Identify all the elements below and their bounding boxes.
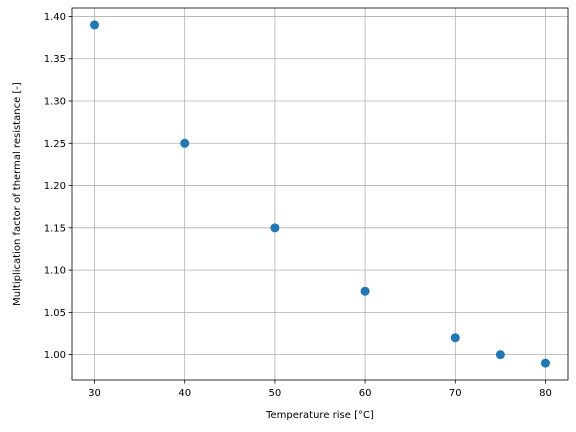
x-axis-label: Temperature rise [°C] <box>265 410 374 421</box>
data-points <box>90 20 550 368</box>
grid <box>72 8 568 380</box>
y-tick-label: 1.00 <box>44 350 66 361</box>
data-point <box>270 223 280 233</box>
plot-frame <box>71 7 569 381</box>
x-tick-label: 60 <box>359 388 372 399</box>
x-tick-label: 30 <box>88 388 101 399</box>
x-tick-label: 70 <box>449 388 462 399</box>
y-tick-label: 1.15 <box>44 223 66 234</box>
axis-ticks: 30 40 50 60 70 80 1.00 1.05 1.10 1.15 1.20 1.25 1.30… <box>44 12 552 399</box>
data-point <box>360 286 370 296</box>
data-point <box>180 138 190 148</box>
y-tick-label: 1.40 <box>44 12 66 23</box>
data-point <box>540 358 550 368</box>
y-tick-label: 1.25 <box>44 139 66 150</box>
x-tick-label: 50 <box>269 388 282 399</box>
data-point <box>450 333 460 343</box>
y-tick-label: 1.30 <box>44 97 66 108</box>
y-tick-label: 1.05 <box>44 308 66 319</box>
x-tick-label: 80 <box>539 388 552 399</box>
y-tick-label: 1.20 <box>44 181 66 192</box>
y-axis-label: Multiplication factor of thermal resista… <box>12 82 23 306</box>
y-tick-label: 1.35 <box>44 54 66 65</box>
y-tick-label: 1.10 <box>44 266 66 277</box>
x-tick-label: 40 <box>178 388 191 399</box>
data-point <box>495 350 505 360</box>
data-point <box>90 20 100 30</box>
